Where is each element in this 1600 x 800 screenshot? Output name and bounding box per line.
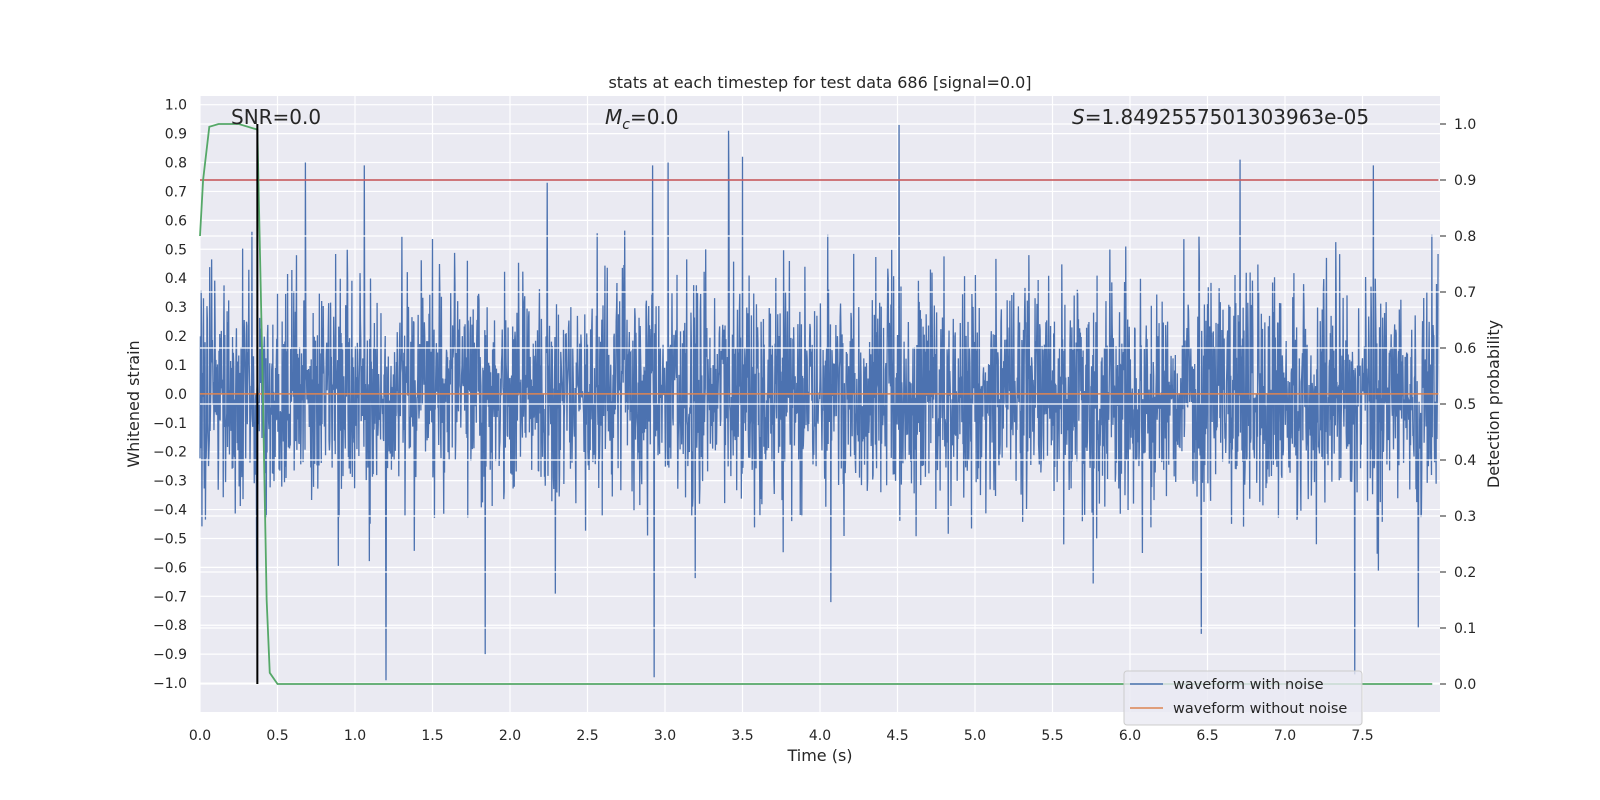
right-y-tick-label: 0.6 <box>1454 341 1476 357</box>
x-tick-label: 2.0 <box>499 728 521 744</box>
right-y-tick-label: 0.2 <box>1454 565 1476 581</box>
snr-annotation: SNR=0.0 <box>231 105 321 129</box>
x-tick-label: 3.0 <box>654 728 676 744</box>
y-tick-label: −0.7 <box>153 589 187 605</box>
y-tick-label: 0.6 <box>165 213 187 229</box>
x-tick-label: 6.5 <box>1196 728 1218 744</box>
y-axis-label: Whitened strain <box>124 340 143 467</box>
y-tick-label: 0.0 <box>165 387 187 403</box>
y-tick-label: 0.3 <box>165 300 187 316</box>
y-tick-label: 1.0 <box>165 98 187 114</box>
y-tick-label: −0.5 <box>153 531 187 547</box>
waveform-with-noise-line <box>199 124 1439 681</box>
x-tick-label: 0.0 <box>189 728 211 744</box>
y-tick-label: 0.7 <box>165 184 187 200</box>
x-tick-labels: 0.0 0.5 1.0 1.5 2.0 2.5 3.0 3.5 4.0 4.5 5.0 5.5 6.0 6… <box>189 728 1374 744</box>
y-tick-label: −1.0 <box>153 676 187 692</box>
chart-title: stats at each timestep for test data 686… <box>608 73 1031 92</box>
x-axis-label: Time (s) <box>786 746 852 765</box>
right-y-tick-label: 0.5 <box>1454 397 1476 413</box>
right-y-tick-labels: 1.0 0.9 0.8 0.7 0.6 0.5 0.4 0.3 0.2 0.1 0.0 <box>1440 117 1476 693</box>
chirp-mass-value: =0.0 <box>630 105 679 129</box>
y-tick-label: 0.4 <box>165 271 187 287</box>
y-tick-label: 0.1 <box>165 358 187 374</box>
x-tick-label: 5.5 <box>1041 728 1063 744</box>
x-tick-label: 3.5 <box>731 728 753 744</box>
right-y-axis-label: Detection probability <box>1484 320 1503 488</box>
x-tick-label: 1.5 <box>421 728 443 744</box>
y-tick-label: −0.1 <box>153 416 187 432</box>
y-tick-label: −0.6 <box>153 560 187 576</box>
y-tick-label: 0.5 <box>165 242 187 258</box>
legend-label-waveform-without-noise: waveform without noise <box>1173 701 1347 717</box>
y-tick-label: −0.8 <box>153 618 187 634</box>
x-tick-label: 7.0 <box>1274 728 1296 744</box>
y-tick-label: 0.2 <box>165 329 187 345</box>
right-y-tick-label: 0.3 <box>1454 509 1476 525</box>
y-tick-label: −0.3 <box>153 474 187 490</box>
chirp-mass-symbol: M <box>605 105 622 129</box>
legend-box <box>1123 670 1363 726</box>
right-y-tick-label: 1.0 <box>1454 117 1476 133</box>
s-value: =1.8492557501303963e-05 <box>1085 105 1369 129</box>
y-tick-label: −0.4 <box>153 503 187 519</box>
s-annotation: S=1.8492557501303963e-05 <box>1072 105 1369 129</box>
right-y-tick-label: 0.8 <box>1454 229 1476 245</box>
x-tick-label: 6.0 <box>1119 728 1141 744</box>
right-y-tick-label: 0.7 <box>1454 285 1476 301</box>
legend: waveform with noise waveform without noi… <box>1123 670 1363 726</box>
y-tick-labels: 1.0 0.9 0.8 0.7 0.6 0.5 0.4 0.3 0.2 0.1 0.0 −0.1 −0.… <box>153 98 187 692</box>
legend-label-waveform-with-noise: waveform with noise <box>1173 677 1324 693</box>
x-tick-label: 7.5 <box>1351 728 1373 744</box>
x-tick-label: 1.0 <box>344 728 366 744</box>
y-tick-label: −0.2 <box>153 445 187 461</box>
y-tick-label: −0.9 <box>153 647 187 663</box>
y-tick-label: 0.8 <box>165 156 187 172</box>
right-y-tick-label: 0.9 <box>1454 173 1476 189</box>
chirp-mass-subscript: c <box>622 117 630 133</box>
x-tick-label: 5.0 <box>964 728 986 744</box>
right-y-tick-label: 0.0 <box>1454 677 1476 693</box>
x-tick-label: 0.5 <box>266 728 288 744</box>
s-symbol: S <box>1072 105 1085 129</box>
right-y-tick-label: 0.1 <box>1454 621 1476 637</box>
chirp-mass-annotation: Mc=0.0 <box>605 105 679 133</box>
x-tick-label: 2.5 <box>576 728 598 744</box>
x-tick-label: 4.5 <box>886 728 908 744</box>
right-y-tick-label: 0.4 <box>1454 453 1476 469</box>
x-tick-label: 4.0 <box>809 728 831 744</box>
y-tick-label: 0.9 <box>165 127 187 143</box>
